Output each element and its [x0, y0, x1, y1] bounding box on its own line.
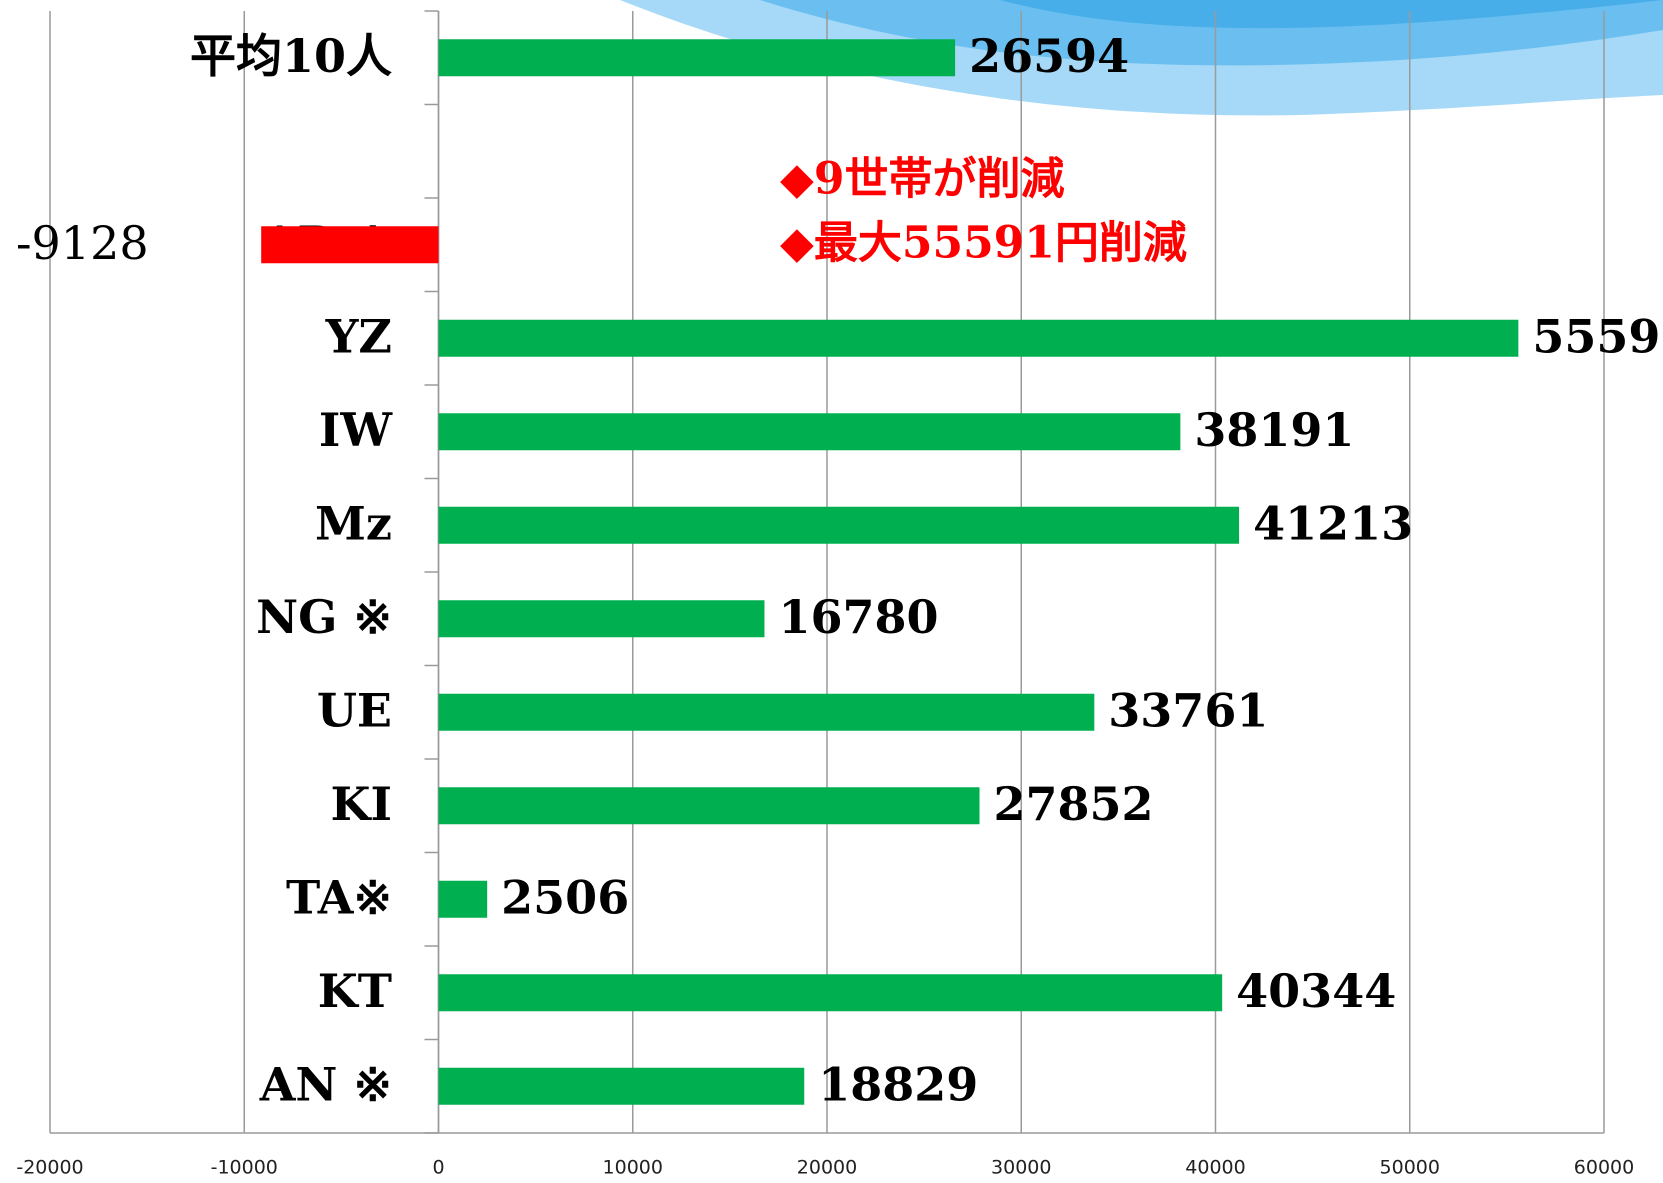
bar	[438, 1067, 805, 1105]
value-label: 2506	[501, 870, 629, 924]
category-label: YZ	[325, 309, 392, 363]
value-label: 27852	[994, 777, 1154, 831]
x-tick-label: 40000	[1185, 1157, 1245, 1179]
category-label: 平均10人	[190, 29, 392, 83]
value-label: 33761	[1108, 683, 1268, 737]
grid	[49, 11, 1605, 1133]
x-tick-label: -20000	[16, 1157, 83, 1179]
category-label: IW	[319, 403, 394, 457]
bar	[438, 506, 1240, 544]
category-label: AN ※	[259, 1057, 392, 1111]
x-tick-label: 10000	[603, 1157, 663, 1179]
category-label: Mz	[315, 496, 392, 550]
x-tick-label: 60000	[1574, 1157, 1634, 1179]
x-tick-label: 20000	[797, 1157, 857, 1179]
bar	[438, 880, 488, 918]
bar	[261, 226, 439, 264]
category-label: NG ※	[256, 590, 392, 644]
x-tick-label: 0	[432, 1157, 444, 1179]
category-label: KT	[318, 964, 392, 1018]
value-label: 40344	[1236, 964, 1396, 1018]
value-label: 38191	[1194, 403, 1354, 457]
bar	[438, 600, 765, 638]
category-label: KI	[331, 777, 393, 831]
decoration	[620, 0, 1663, 116]
value-label: 18829	[818, 1057, 978, 1111]
x-tick-label: -10000	[211, 1157, 278, 1179]
x-tick-label: 30000	[991, 1157, 1051, 1179]
annotation: ◆9世帯が削減	[780, 154, 1064, 205]
bar	[438, 39, 956, 77]
category-label: TA※	[286, 870, 392, 924]
value-label: 41213	[1253, 496, 1413, 550]
bar	[438, 413, 1181, 451]
annotation: ◆最大55591円削減	[780, 218, 1187, 269]
value-label: -9128	[16, 216, 149, 270]
value-label: 16780	[778, 590, 938, 644]
x-tick-label: 50000	[1380, 1157, 1440, 1179]
bar	[438, 974, 1223, 1012]
bar	[438, 319, 1519, 357]
bar	[438, 787, 980, 825]
category-label: UE	[317, 683, 392, 737]
value-label: 55591	[1532, 309, 1663, 363]
bar	[438, 693, 1095, 731]
wave	[1000, 0, 1663, 29]
value-label: 26594	[969, 29, 1129, 83]
